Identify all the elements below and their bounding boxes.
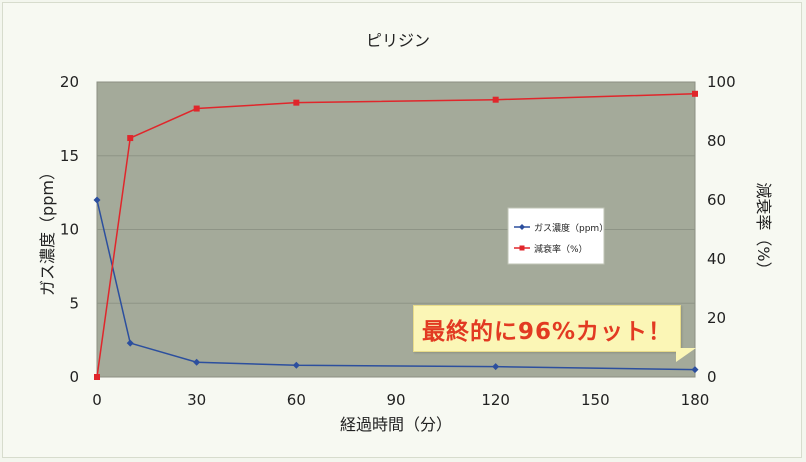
x-tick-label: 60 bbox=[287, 391, 306, 409]
data-point-square bbox=[127, 135, 134, 142]
y-right-tick-label: 100 bbox=[707, 73, 736, 91]
series-lines bbox=[93, 90, 699, 380]
data-point-square bbox=[94, 374, 100, 380]
legend-label-gas: ガス濃度（ppm） bbox=[534, 222, 608, 234]
data-point-square bbox=[193, 105, 200, 112]
y-axis-right-label: 減衰率（%） bbox=[754, 182, 773, 277]
data-point-diamond bbox=[193, 358, 201, 366]
y-right-tick-label: 0 bbox=[707, 368, 717, 386]
x-tick-label: 30 bbox=[187, 391, 206, 409]
x-axis-label: 経過時間（分） bbox=[340, 415, 452, 434]
chart-title: ピリジン bbox=[366, 31, 430, 50]
y-left-tick-label: 5 bbox=[69, 294, 79, 312]
y-left-tick-label: 15 bbox=[60, 147, 79, 165]
data-point-square bbox=[293, 99, 300, 106]
y-right-tick-label: 40 bbox=[707, 250, 726, 268]
x-tick-label: 0 bbox=[92, 391, 102, 409]
data-point-square bbox=[492, 96, 499, 103]
data-point-diamond bbox=[691, 366, 699, 374]
annotation-text: 最終的に96%カット！ bbox=[421, 318, 673, 345]
data-point-diamond bbox=[292, 361, 300, 369]
legend-marker-gas bbox=[519, 224, 525, 230]
y-axis-left-label: ガス濃度（ppm） bbox=[38, 164, 57, 296]
data-point-diamond bbox=[93, 196, 101, 204]
series-line-0 bbox=[96, 199, 696, 371]
x-tick-label: 180 bbox=[681, 391, 710, 409]
legend-box bbox=[507, 207, 605, 265]
data-point-diamond bbox=[126, 339, 134, 347]
y-right-tick-label: 20 bbox=[707, 309, 726, 327]
y-right-tick-label: 60 bbox=[707, 191, 726, 209]
y-left-tick-label: 0 bbox=[69, 368, 79, 386]
x-tick-label: 90 bbox=[386, 391, 405, 409]
y-left-tick-label: 10 bbox=[60, 221, 79, 239]
data-point-square bbox=[692, 90, 698, 97]
annotation-callout: 最終的に96%カット！ bbox=[413, 305, 681, 352]
tick-labels: 0 5 10 15 20 0 20 40 60 80 100 0 30 60 90 120 150 180 bbox=[60, 73, 736, 409]
annotation-callout-tail bbox=[676, 348, 696, 362]
legend: ガス濃度（ppm） 減衰率（%） bbox=[507, 207, 608, 265]
legend-marker-decay bbox=[519, 245, 525, 251]
legend-label-decay: 減衰率（%） bbox=[534, 243, 588, 255]
y-right-tick-label: 80 bbox=[707, 132, 726, 150]
x-tick-label: 120 bbox=[481, 391, 510, 409]
y-left-tick-label: 20 bbox=[60, 73, 79, 91]
x-tick-label: 150 bbox=[581, 391, 610, 409]
series-line-1 bbox=[96, 93, 696, 378]
data-point-diamond bbox=[492, 363, 500, 371]
